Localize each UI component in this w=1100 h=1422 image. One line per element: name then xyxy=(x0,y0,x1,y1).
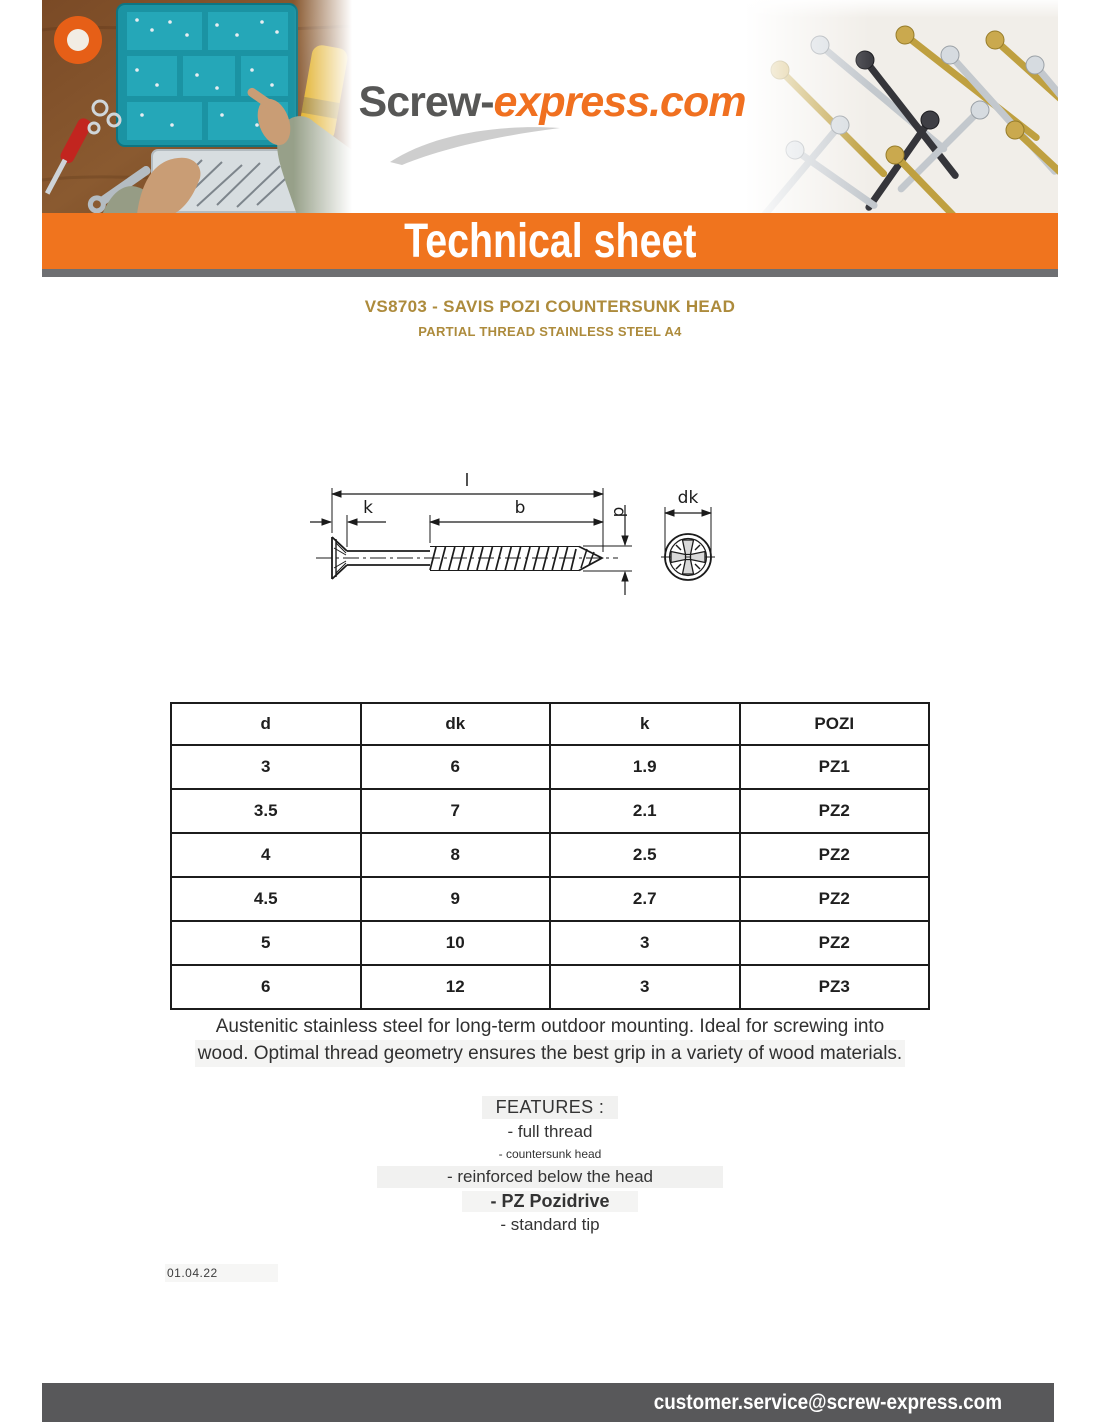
features-section: FEATURES : - full thread - countersunk h… xyxy=(0,1096,1100,1235)
product-description: Austenitic stainless steel for long-term… xyxy=(0,1013,1100,1067)
table-cell: 6 xyxy=(359,744,551,790)
table-cell: 3 xyxy=(170,744,362,790)
table-cell: PZ1 xyxy=(738,744,930,790)
customer-service-email: customer.service@screw-express.com xyxy=(653,1390,1002,1414)
table-row: 3 6 1.9 PZ1 xyxy=(170,744,930,790)
description-line-1: Austenitic stainless steel for long-term… xyxy=(215,1016,885,1037)
logo-swoosh xyxy=(390,127,560,165)
table-cell: 4 xyxy=(170,832,362,878)
product-title: VS8703 - SAVIS POZI COUNTERSUNK HEAD xyxy=(364,297,736,316)
table-cell: PZ2 xyxy=(738,876,930,922)
table-row: 6 12 3 PZ3 xyxy=(170,964,930,1010)
banner-shadow-strip xyxy=(42,269,1058,277)
table-cell: 8 xyxy=(359,832,551,878)
table-row: 5 10 3 PZ2 xyxy=(170,920,930,966)
table-cell: 7 xyxy=(359,788,551,834)
col-header-dk: dk xyxy=(359,702,551,746)
feature-item: - standard tip xyxy=(500,1215,600,1234)
footer-bar: customer.service@screw-express.com xyxy=(42,1383,1054,1422)
feature-item: - full thread xyxy=(507,1122,593,1141)
screw-technical-drawing: l k b d dk xyxy=(310,471,717,595)
screws-photo xyxy=(745,0,1058,215)
table-cell: 2.7 xyxy=(549,876,741,922)
table-cell: 3.5 xyxy=(170,788,362,834)
description-line-2: wood. Optimal thread geometry ensures th… xyxy=(0,1040,1100,1067)
table-cell: 1.9 xyxy=(549,744,741,790)
table-row: 3.5 7 2.1 PZ2 xyxy=(170,788,930,834)
description-line-2-text: wood. Optimal thread geometry ensures th… xyxy=(197,1043,903,1064)
feature-item: - PZ Pozidrive xyxy=(462,1191,638,1212)
table-cell: 3 xyxy=(549,920,741,966)
banner-title: Technical sheet xyxy=(403,214,697,268)
dim-label-l: l xyxy=(465,471,470,491)
table-cell: PZ3 xyxy=(738,964,930,1010)
col-header-pozi: POZI xyxy=(738,702,930,746)
table-header-row: d dk k POZI xyxy=(170,702,930,746)
feature-item: - reinforced below the head xyxy=(376,1166,724,1188)
logo-text-screw: Screw- xyxy=(358,78,495,126)
dimensions-table: d dk k POZI 3 6 1.9 PZ1 3.5 7 2.1 PZ2 4 … xyxy=(170,702,930,1010)
table-cell: PZ2 xyxy=(738,788,930,834)
table-row: 4.5 9 2.7 PZ2 xyxy=(170,876,930,922)
dim-label-k: k xyxy=(363,498,373,518)
table-cell: 9 xyxy=(359,876,551,922)
site-logo: Screw-express.com xyxy=(352,78,752,127)
table-cell: 2.1 xyxy=(549,788,741,834)
table-cell: PZ2 xyxy=(738,832,930,878)
table-cell: 6 xyxy=(170,964,362,1010)
product-subtitle: PARTIAL THREAD STAINLESS STEEL A4 xyxy=(418,324,682,339)
dim-label-dk: dk xyxy=(678,488,699,508)
dim-label-d: d xyxy=(609,507,629,518)
dim-label-b: b xyxy=(515,498,526,518)
table-cell: 12 xyxy=(359,964,551,1010)
table-cell: 4.5 xyxy=(170,876,362,922)
table-cell: 2.5 xyxy=(549,832,741,878)
logo-text-express: express.com xyxy=(493,78,747,126)
table-cell: 10 xyxy=(359,920,551,966)
col-header-k: k xyxy=(549,702,741,746)
technical-sheet-banner: Technical sheet xyxy=(42,213,1058,269)
features-heading: FEATURES : xyxy=(481,1096,619,1119)
col-header-d: d xyxy=(170,702,362,746)
workbench-photo xyxy=(42,0,352,215)
feature-item: - countersunk head xyxy=(498,1147,602,1161)
table-cell: PZ2 xyxy=(738,920,930,966)
document-date: 01.04.22 xyxy=(165,1264,278,1282)
table-cell: 5 xyxy=(170,920,362,966)
table-row: 4 8 2.5 PZ2 xyxy=(170,832,930,878)
table-cell: 3 xyxy=(549,964,741,1010)
